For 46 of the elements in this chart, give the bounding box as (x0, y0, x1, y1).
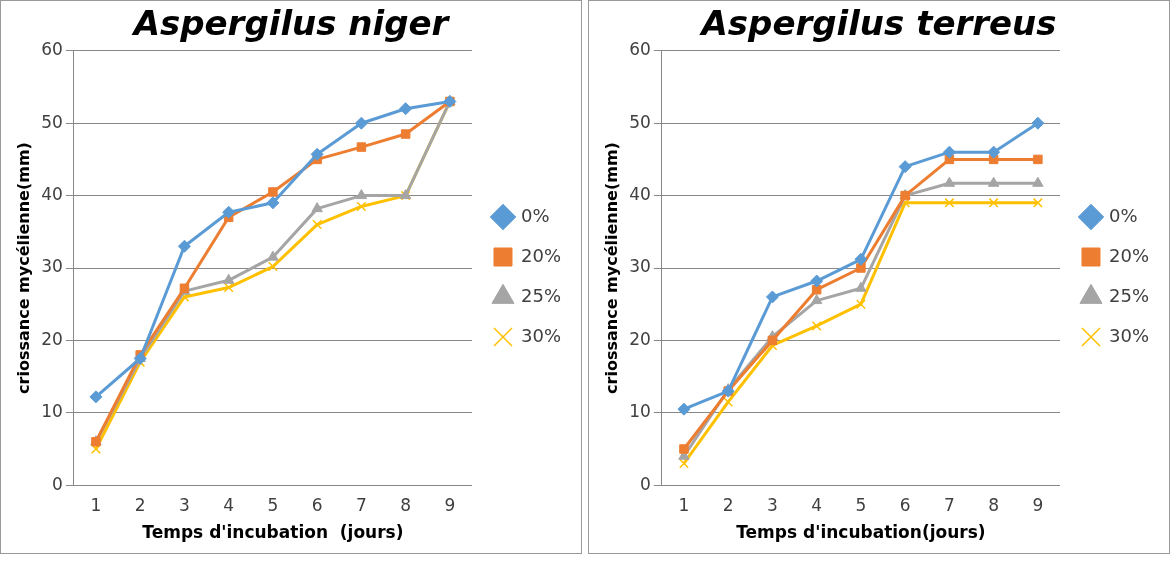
x-tick-label: 1 (678, 494, 690, 515)
x-tick-label: 5 (267, 494, 279, 515)
x-tick-label: 7 (943, 494, 955, 515)
legend-label: 0% (1108, 204, 1138, 226)
legend-label: 20% (520, 244, 562, 266)
y-tick-label: 20 (41, 328, 63, 349)
y-tick-label: 0 (52, 473, 63, 494)
x-tick-label: 1 (90, 494, 102, 515)
legend-label: 25% (520, 284, 562, 306)
x-tick-label: 3 (767, 494, 778, 515)
legend-label: 25% (1108, 284, 1150, 306)
y-tick-label: 10 (41, 401, 63, 422)
legend-label: 30% (520, 324, 562, 346)
y-tick-label: 30 (41, 256, 63, 277)
x-axis-title: Temps d'incubation (jours) (142, 522, 404, 543)
y-axis-title: criossance mycélienne(mm) (601, 142, 621, 394)
y-tick-label: 20 (629, 328, 651, 349)
y-tick-label: 10 (629, 401, 651, 422)
x-tick-label: 9 (1032, 494, 1044, 515)
chart-title: Aspergilus terreus (698, 3, 1057, 44)
x-tick-label: 6 (311, 494, 323, 515)
x-tick-label: 3 (179, 494, 190, 515)
y-tick-label: 40 (41, 184, 63, 205)
x-tick-label: 2 (134, 494, 146, 515)
y-axis-title: criossance mycélienne(mm) (13, 142, 33, 394)
x-tick-label: 8 (400, 494, 412, 515)
x-tick-label: 4 (223, 494, 235, 515)
chart-title: Aspergilus niger (130, 3, 451, 44)
legend-label: 30% (1108, 324, 1150, 346)
y-tick-label: 0 (640, 473, 651, 494)
x-tick-label: 2 (722, 494, 734, 515)
x-tick-label: 8 (988, 494, 1000, 515)
y-tick-label: 50 (629, 111, 651, 132)
x-tick-label: 4 (811, 494, 823, 515)
x-tick-label: 5 (855, 494, 867, 515)
legend-label: 0% (520, 204, 550, 226)
y-tick-label: 60 (41, 39, 63, 60)
y-tick-label: 40 (629, 184, 651, 205)
x-tick-label: 6 (899, 494, 911, 515)
y-tick-label: 50 (41, 111, 63, 132)
x-tick-label: 7 (355, 494, 367, 515)
y-tick-label: 60 (629, 39, 651, 60)
x-tick-label: 9 (444, 494, 456, 515)
legend-label: 20% (1108, 244, 1150, 266)
x-axis-title: Temps d'incubation(jours) (736, 522, 986, 543)
y-tick-label: 30 (629, 256, 651, 277)
